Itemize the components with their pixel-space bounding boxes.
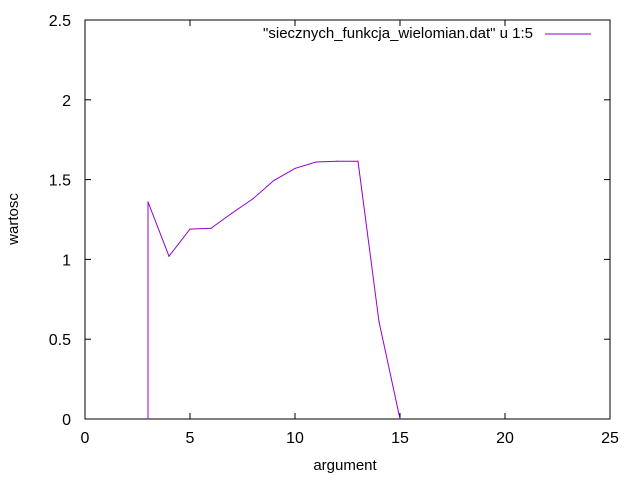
data-point — [210, 227, 212, 229]
x-tick-label: 15 — [391, 430, 409, 447]
y-tick-label: 0 — [62, 412, 71, 429]
legend-label: "siecznych_funkcja_wielomian.dat" u 1:5 — [263, 25, 533, 42]
x-tick-label: 10 — [286, 430, 304, 447]
axis-ticks — [84, 19, 611, 420]
x-tick-label: 25 — [601, 430, 619, 447]
x-tick-label: 20 — [496, 430, 514, 447]
x-axis-label: argument — [313, 457, 377, 474]
y-tick-label: 2.5 — [49, 13, 71, 30]
legend: "siecznych_funkcja_wielomian.dat" u 1:5 — [263, 25, 591, 42]
data-point — [147, 201, 149, 203]
y-tick-label: 1.5 — [49, 173, 71, 190]
y-tick-label: 2 — [62, 93, 71, 110]
series-line — [147, 160, 401, 420]
data-point — [357, 160, 359, 162]
plot-frame — [84, 19, 611, 420]
data-point — [252, 198, 254, 200]
y-axis-label: wartosc — [5, 193, 22, 246]
data-point — [399, 418, 401, 420]
data-point — [378, 321, 380, 323]
data-points — [147, 160, 401, 420]
y-tick-label: 0.5 — [49, 332, 71, 349]
data-point — [315, 161, 317, 163]
x-tick-label: 0 — [81, 430, 90, 447]
data-point — [189, 228, 191, 230]
data-point — [336, 160, 338, 162]
data-point — [168, 255, 170, 257]
data-point — [273, 179, 275, 181]
y-tick-label: 1 — [62, 252, 71, 269]
data-point — [147, 418, 149, 420]
data-point — [294, 167, 296, 170]
data-point — [231, 212, 233, 214]
tick-labels: 0 5 10 15 20 25 0 0.5 1 1.5 2 2.5 — [49, 13, 619, 447]
x-tick-label: 5 — [186, 430, 195, 447]
